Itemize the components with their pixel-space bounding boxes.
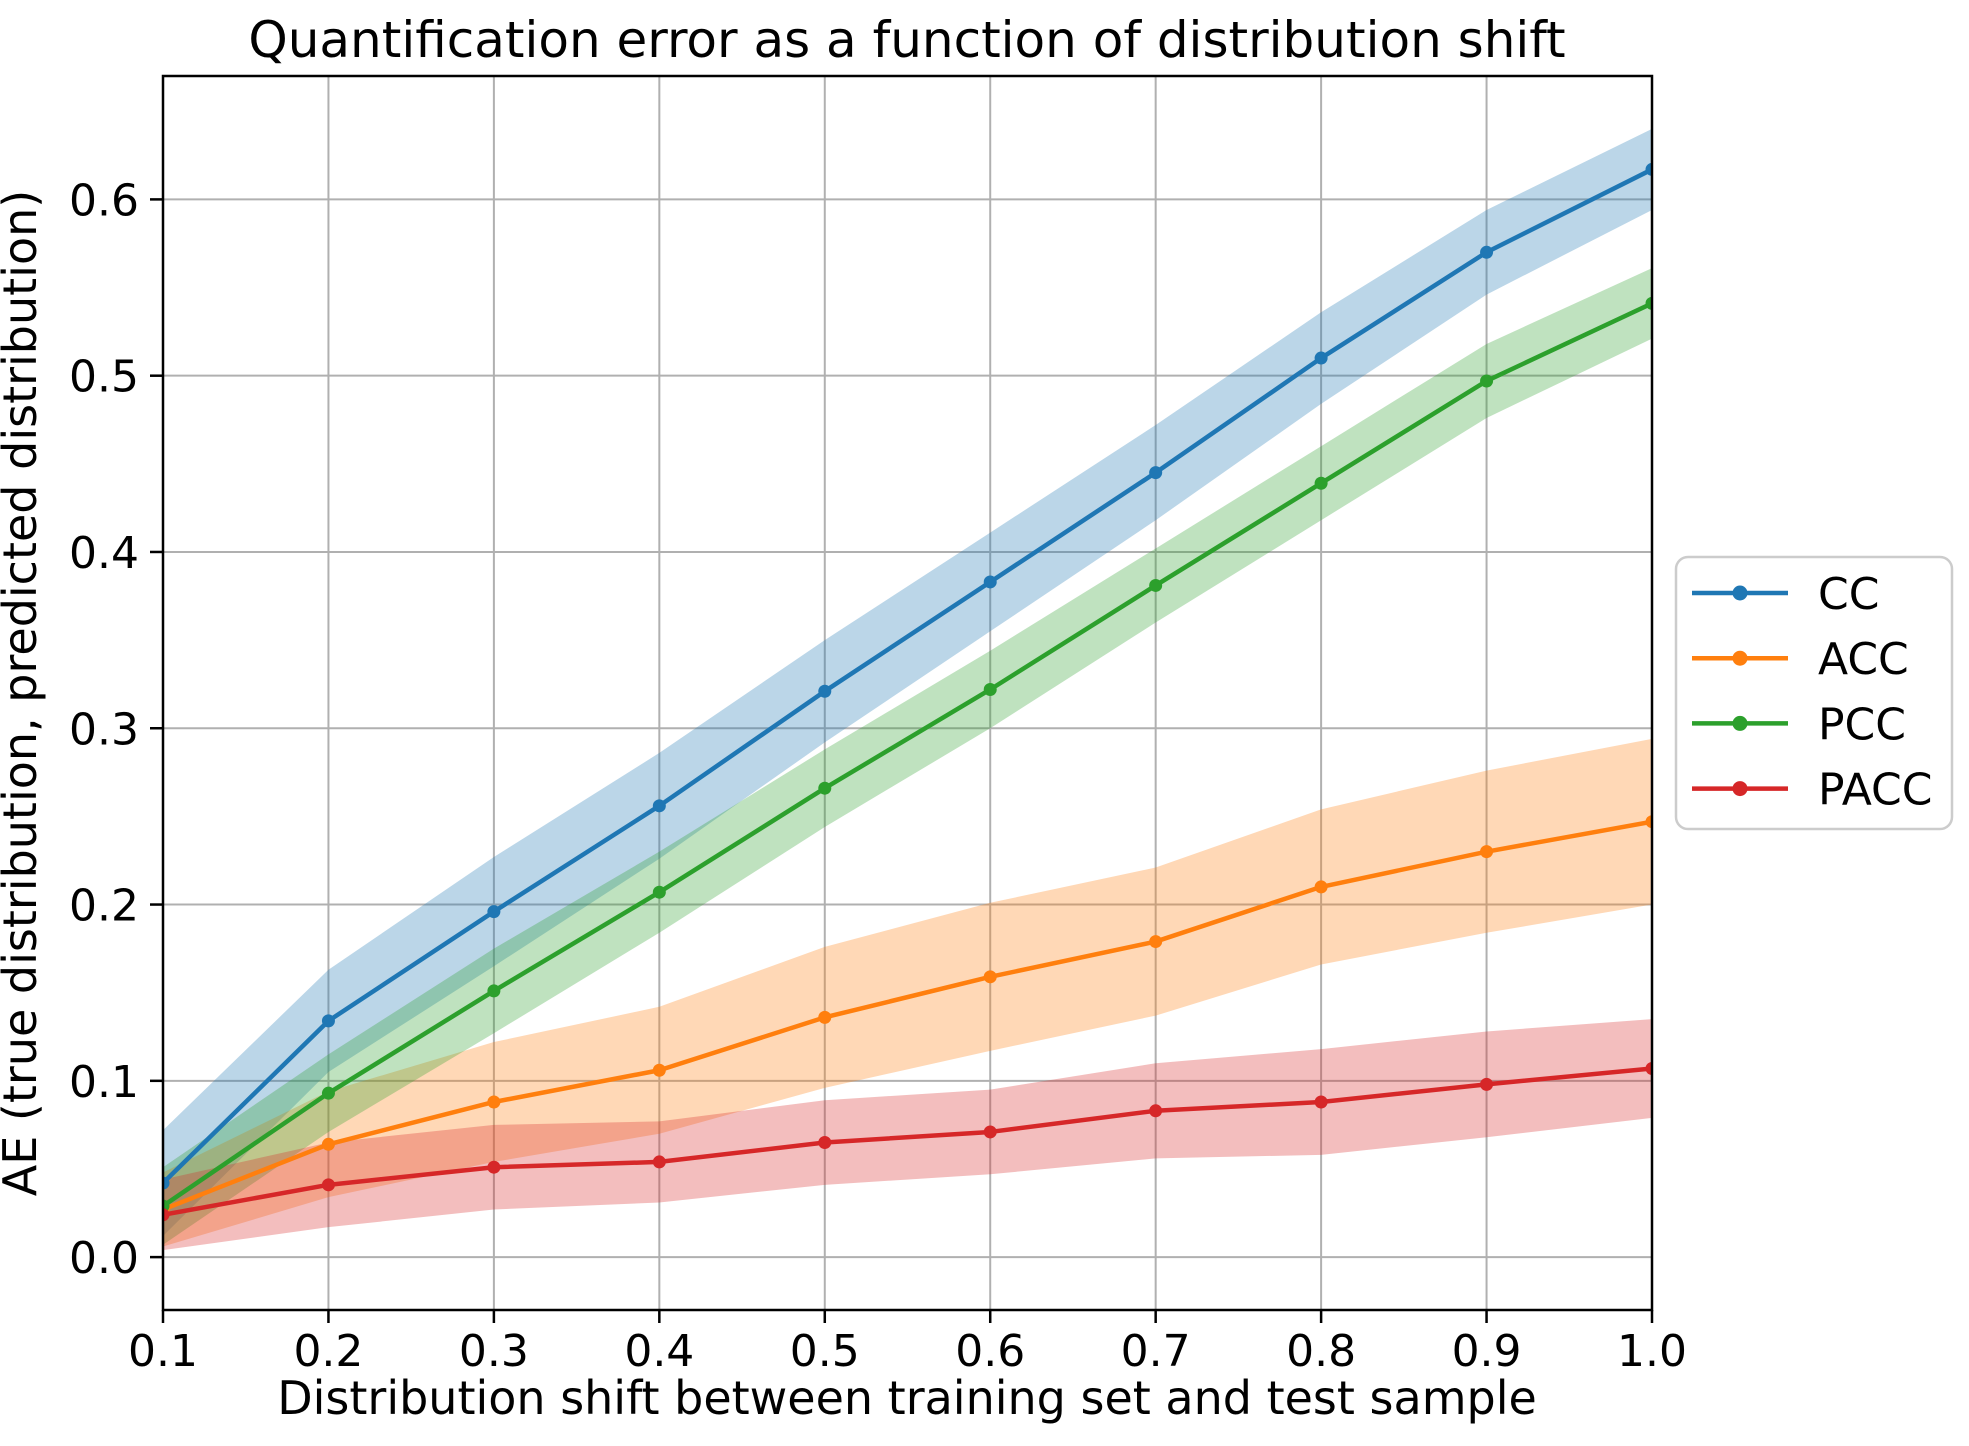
marker-pcc [1314, 476, 1328, 490]
marker-pacc [487, 1160, 501, 1174]
legend-marker [1732, 715, 1748, 731]
x-tick-label: 0.3 [459, 1326, 529, 1377]
legend-label: PCC [1818, 699, 1906, 750]
x-tick-label: 0.8 [1286, 1326, 1356, 1377]
marker-pacc [983, 1125, 997, 1139]
x-axis-label: Distribution shift between training set … [277, 1371, 1537, 1425]
marker-pcc [487, 984, 501, 998]
marker-acc [487, 1095, 501, 1109]
marker-pacc [818, 1136, 832, 1150]
marker-acc [1314, 880, 1328, 894]
marker-cc [1480, 245, 1494, 259]
marker-acc [1480, 845, 1494, 859]
marker-cc [1645, 162, 1652, 176]
line-acc [163, 819, 1652, 1212]
legend-entry-pcc: PCC [1692, 699, 1906, 750]
marker-pcc [818, 781, 832, 795]
legend-marker [1732, 585, 1748, 601]
band-acc [163, 738, 1652, 1247]
marker-pacc [163, 1208, 170, 1222]
confidence-bands [163, 128, 1652, 1251]
y-tick-label: 0.3 [69, 704, 139, 755]
x-tick-label: 0.9 [1452, 1326, 1522, 1377]
legend-label: ACC [1818, 634, 1909, 685]
marker-pacc [1149, 1104, 1163, 1118]
x-tick-label: 0.2 [293, 1326, 363, 1377]
marker-acc [1645, 815, 1652, 829]
x-tick-label: 0.6 [955, 1326, 1025, 1377]
x-tick-label: 1.0 [1617, 1326, 1687, 1377]
marker-pacc [652, 1155, 666, 1169]
marker-cc [983, 575, 997, 589]
legend-label: PACC [1818, 765, 1933, 816]
marker-pacc [1480, 1077, 1494, 1091]
marker-acc [1149, 935, 1163, 949]
series-pcc [163, 296, 1652, 1213]
band-cc [163, 128, 1652, 1236]
marker-cc [652, 799, 666, 813]
marker-cc [321, 1014, 335, 1028]
band-pcc [163, 268, 1652, 1245]
band-pacc [163, 1019, 1652, 1251]
marker-acc [983, 970, 997, 984]
legend-entry-cc: CC [1692, 569, 1879, 620]
legend-marker [1732, 650, 1748, 666]
legend: CC ACC PCC PACC [1674, 555, 1954, 831]
y-axis-label: AE (true distribution, predicted distrib… [0, 190, 47, 1196]
marker-cc [1149, 466, 1163, 480]
line-cc [163, 167, 1652, 1185]
x-tick-label: 0.4 [624, 1326, 694, 1377]
chart-title: Quantification error as a function of di… [248, 11, 1565, 69]
legend-entry-acc: ACC [1692, 634, 1909, 685]
data-lines [163, 162, 1652, 1222]
x-tick-label: 0.5 [790, 1326, 860, 1377]
marker-cc [1314, 351, 1328, 365]
marker-pcc [652, 885, 666, 899]
line-pacc [163, 1066, 1652, 1218]
marker-cc [818, 684, 832, 698]
x-tick-label: 0.1 [128, 1326, 198, 1377]
legend-label: CC [1818, 569, 1879, 620]
line-pcc [163, 301, 1652, 1208]
y-tick-label: 0.5 [69, 352, 139, 403]
series-pacc [163, 1061, 1652, 1222]
marker-pacc [321, 1178, 335, 1192]
y-tick-label: 0.1 [69, 1057, 139, 1108]
marker-cc [487, 905, 501, 919]
y-tick-label: 0.2 [69, 881, 139, 932]
marker-pcc [983, 682, 997, 696]
legend-box [1674, 555, 1954, 831]
y-tick-label: 0.0 [69, 1233, 139, 1284]
marker-cc [163, 1176, 170, 1190]
series-cc [163, 162, 1652, 1190]
axis-ticks: 0.1 0.2 0.3 0.4 0.5 0.6 0.7 0.8 0.9 1.0 0.0 0.1 0.2 0… [69, 175, 1687, 1377]
marker-pcc [1149, 578, 1163, 592]
marker-pcc [1645, 296, 1652, 310]
plot-border [161, 74, 1654, 1312]
marker-pcc [321, 1086, 335, 1100]
marker-pcc [1480, 374, 1494, 388]
marker-acc [652, 1063, 666, 1077]
y-tick-label: 0.4 [69, 528, 139, 579]
marker-pacc [1314, 1095, 1328, 1109]
y-tick-label: 0.6 [69, 175, 139, 226]
x-tick-label: 0.7 [1121, 1326, 1191, 1377]
marker-acc [818, 1010, 832, 1024]
legend-marker [1732, 781, 1748, 797]
marker-pacc [1645, 1061, 1652, 1075]
legend-entry-pacc: PACC [1692, 765, 1933, 816]
marker-acc [321, 1137, 335, 1151]
